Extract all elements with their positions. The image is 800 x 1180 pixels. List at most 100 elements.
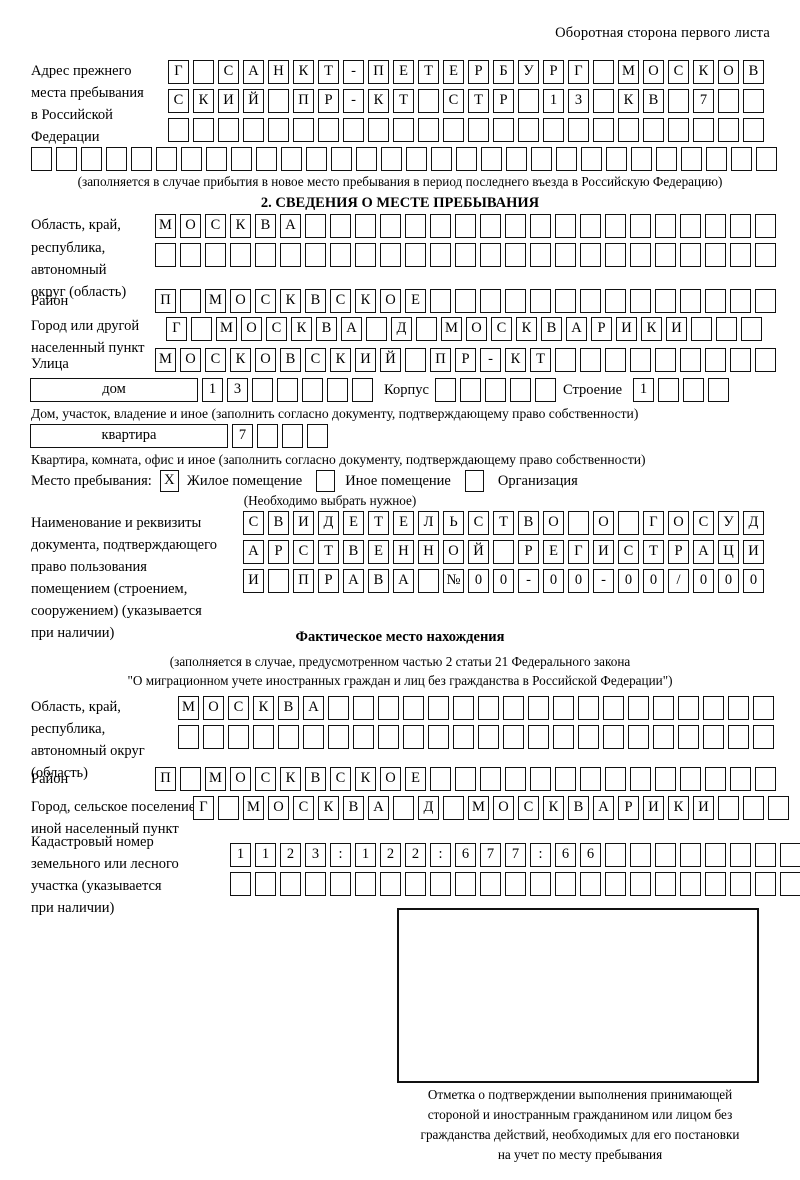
prev-address-r2-cell-9[interactable]: К (368, 89, 389, 113)
s2-district-cell-21[interactable] (655, 289, 676, 313)
doc-r2-cell-2[interactable]: Р (268, 540, 289, 564)
al-city-cell-19[interactable]: И (643, 796, 664, 820)
al-cadastral-r2-cell-16[interactable] (605, 872, 626, 896)
prev-address-r1-cell-14[interactable]: Б (493, 60, 514, 84)
s2-region-r1-cell-1[interactable]: М (155, 214, 176, 238)
al-district-cell-4[interactable]: О (230, 767, 251, 791)
doc-r1-cell-12[interactable]: В (518, 511, 539, 535)
al-region-r1-cell-22[interactable] (703, 696, 724, 720)
prev-address-r1-cell-10[interactable]: Е (393, 60, 414, 84)
s2-city-cell-9[interactable] (366, 317, 387, 341)
s2-district-cell-9[interactable]: К (355, 289, 376, 313)
s2-region-r1-cell-11[interactable] (405, 214, 426, 238)
doc-r2-cell-3[interactable]: С (293, 540, 314, 564)
al-cadastral-r2-cell-15[interactable] (580, 872, 601, 896)
s2-city-cell-13[interactable]: О (466, 317, 487, 341)
s2-region-r1-cell-19[interactable] (605, 214, 626, 238)
doc-r2-cell-7[interactable]: Н (393, 540, 414, 564)
al-city-cell-2[interactable] (218, 796, 239, 820)
s2-region-r2-cell-9[interactable] (355, 243, 376, 267)
s2-region-r2-cell-21[interactable] (655, 243, 676, 267)
s2-street-cell-16[interactable]: Т (530, 348, 551, 372)
al-cadastral-r1-cell-11[interactable]: 7 (480, 843, 501, 867)
al-region-r2-cell-21[interactable] (678, 725, 699, 749)
prev-address-r2-cell-14[interactable]: Р (493, 89, 514, 113)
prev-address-r1-cell-24[interactable]: В (743, 60, 764, 84)
prev-address-r4-cell-28[interactable] (706, 147, 727, 171)
doc-r2-cell-16[interactable]: С (618, 540, 639, 564)
al-region-r2-cell-11[interactable] (428, 725, 449, 749)
s2-region-r1-cell-9[interactable] (355, 214, 376, 238)
al-city-cell-7[interactable]: В (343, 796, 364, 820)
s2-region-r1-cell-5[interactable]: В (255, 214, 276, 238)
al-cadastral-r1-cell-20[interactable] (705, 843, 726, 867)
prev-address-r4-cell-11[interactable] (281, 147, 302, 171)
al-region-r1-cell-19[interactable] (628, 696, 649, 720)
al-district-cell-12[interactable] (430, 767, 451, 791)
doc-r1-cell-15[interactable]: О (593, 511, 614, 535)
al-cadastral-r2-cell-2[interactable] (255, 872, 276, 896)
doc-r3-cell-20[interactable]: 0 (718, 569, 739, 593)
al-cadastral-r2-cell-11[interactable] (480, 872, 501, 896)
prev-address-r2-cell-16[interactable]: 1 (543, 89, 564, 113)
al-region-r1-cell-7[interactable] (328, 696, 349, 720)
doc-r1-cell-7[interactable]: Е (393, 511, 414, 535)
s2-region-r1-cell-10[interactable] (380, 214, 401, 238)
prev-address-r2-cell-21[interactable] (668, 89, 689, 113)
s2-district-cell-17[interactable] (555, 289, 576, 313)
prev-address-r2-cell-2[interactable]: К (193, 89, 214, 113)
al-district-cell-20[interactable] (630, 767, 651, 791)
flat-cell-2[interactable] (257, 424, 278, 448)
s2-region-r2-cell-16[interactable] (530, 243, 551, 267)
s2-region-r2-cell-8[interactable] (330, 243, 351, 267)
prev-address-r4-cell-17[interactable] (431, 147, 452, 171)
s2-street-cell-23[interactable] (705, 348, 726, 372)
al-cadastral-r1-cell-16[interactable] (605, 843, 626, 867)
s2-region-r2-cell-19[interactable] (605, 243, 626, 267)
prev-address-r4-cell-26[interactable] (656, 147, 677, 171)
al-district-cell-18[interactable] (580, 767, 601, 791)
doc-r3-cell-9[interactable]: № (443, 569, 464, 593)
al-region-r2-cell-1[interactable] (178, 725, 199, 749)
al-city-cell-11[interactable] (443, 796, 464, 820)
al-district-cell-6[interactable]: К (280, 767, 301, 791)
prev-address-r4-cell-29[interactable] (731, 147, 752, 171)
doc-r3-cell-6[interactable]: В (368, 569, 389, 593)
doc-r2-cell-15[interactable]: И (593, 540, 614, 564)
doc-r3-cell-14[interactable]: 0 (568, 569, 589, 593)
prev-address-r1-cell-12[interactable]: Е (443, 60, 464, 84)
prev-address-r4-cell-8[interactable] (206, 147, 227, 171)
s2-street-cell-25[interactable] (755, 348, 776, 372)
prev-address-r3-cell-19[interactable] (618, 118, 639, 142)
s2-street-cell-5[interactable]: О (255, 348, 276, 372)
al-city-cell-5[interactable]: С (293, 796, 314, 820)
house-cell-6[interactable] (327, 378, 348, 402)
prev-address-r3-cell-13[interactable] (468, 118, 489, 142)
s2-city-cell-4[interactable]: О (241, 317, 262, 341)
s2-district-cell-8[interactable]: С (330, 289, 351, 313)
al-cadastral-r1-cell-17[interactable] (630, 843, 651, 867)
s2-region-r2-cell-22[interactable] (680, 243, 701, 267)
al-region-r1-cell-8[interactable] (353, 696, 374, 720)
prev-address-r2-cell-20[interactable]: В (643, 89, 664, 113)
prev-address-r1-cell-5[interactable]: Н (268, 60, 289, 84)
al-region-r2-cell-23[interactable] (728, 725, 749, 749)
s2-district-cell-10[interactable]: О (380, 289, 401, 313)
al-region-r1-cell-12[interactable] (453, 696, 474, 720)
al-cadastral-r2-cell-18[interactable] (655, 872, 676, 896)
al-region-r2-cell-14[interactable] (503, 725, 524, 749)
al-region-r1-cell-18[interactable] (603, 696, 624, 720)
al-cadastral-r2-cell-4[interactable] (305, 872, 326, 896)
stroenie-cell-3[interactable] (683, 378, 704, 402)
al-cadastral-r2-cell-13[interactable] (530, 872, 551, 896)
prev-address-r2-cell-15[interactable] (518, 89, 539, 113)
al-city-cell-18[interactable]: Р (618, 796, 639, 820)
doc-r3-cell-7[interactable]: А (393, 569, 414, 593)
al-region-r1-cell-1[interactable]: М (178, 696, 199, 720)
doc-r3-cell-3[interactable]: П (293, 569, 314, 593)
prev-address-r1-cell-22[interactable]: К (693, 60, 714, 84)
s2-district-cell-18[interactable] (580, 289, 601, 313)
al-region-r2-cell-12[interactable] (453, 725, 474, 749)
